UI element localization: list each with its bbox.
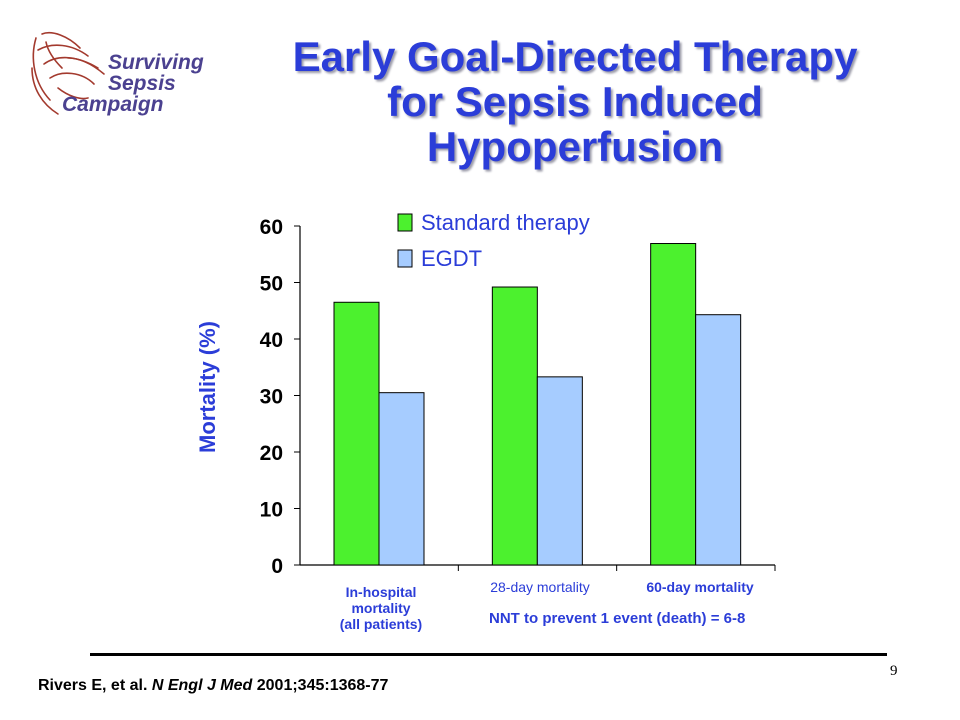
bar-egdt-3 bbox=[695, 314, 742, 566]
slide-title: Early Goal-Directed Therapy for Sepsis I… bbox=[230, 34, 920, 169]
citation-ref: 2001;345:1368-77 bbox=[252, 677, 389, 694]
x-category-label: 28-day mortality bbox=[490, 579, 590, 595]
y-tick-label: 10 bbox=[260, 499, 283, 522]
page-number: 9 bbox=[890, 663, 898, 679]
slide-title-line-1: Early Goal-Directed Therapy bbox=[292, 33, 858, 80]
legend-swatch-standard-therapy bbox=[397, 213, 413, 232]
x-category-label-line: mortality bbox=[351, 600, 410, 616]
x-category-label-line: In-hospital bbox=[346, 584, 417, 600]
x-category-label-line: 28-day mortality bbox=[490, 579, 590, 595]
nnt-note: NNT to prevent 1 event (death) = 6-8 bbox=[489, 610, 746, 627]
slide-title-line-2: for Sepsis Induced bbox=[387, 78, 763, 125]
citation-journal: N Engl J Med bbox=[151, 677, 253, 694]
bar-standard-therapy-2 bbox=[491, 286, 538, 566]
y-tick-label: 30 bbox=[260, 386, 283, 409]
x-category-label: In-hospital mortality (all patients) bbox=[340, 584, 422, 632]
bar-standard-therapy-3 bbox=[650, 243, 697, 566]
y-tick-label: 60 bbox=[260, 216, 283, 239]
hands-icon bbox=[31, 32, 105, 115]
logo-text-campaign: Campaign bbox=[62, 93, 164, 116]
divider-line bbox=[90, 653, 887, 656]
citation: Rivers E, et al. N Engl J Med 2001;345:1… bbox=[38, 677, 388, 695]
y-tick-label: 40 bbox=[260, 329, 283, 352]
y-tick-label: 20 bbox=[260, 442, 283, 465]
y-tick-label: 50 bbox=[260, 273, 283, 296]
x-category-label-line: (all patients) bbox=[340, 616, 422, 632]
x-category-label: 60-day mortality bbox=[646, 579, 754, 595]
logo-text-sepsis: Sepsis bbox=[108, 72, 176, 95]
bar-egdt-1 bbox=[378, 392, 425, 566]
legend-label-standard-therapy: Standard therapy bbox=[421, 210, 590, 235]
legend-swatch-egdt bbox=[397, 249, 413, 268]
logo-text-surviving: Surviving bbox=[108, 51, 204, 74]
y-axis-label: Mortality (%) bbox=[195, 321, 220, 453]
bar-egdt-2 bbox=[536, 376, 583, 566]
slide-title-line-3: Hypoperfusion bbox=[426, 123, 724, 170]
y-tick-label: 0 bbox=[271, 555, 283, 578]
surviving-sepsis-campaign-logo: Surviving Sepsis Campaign bbox=[28, 28, 228, 128]
citation-authors: Rivers E, et al. bbox=[38, 677, 152, 694]
legend-label-egdt: EGDT bbox=[421, 246, 482, 271]
bar-standard-therapy-1 bbox=[333, 301, 380, 566]
x-category-label-line: 60-day mortality bbox=[646, 579, 754, 595]
